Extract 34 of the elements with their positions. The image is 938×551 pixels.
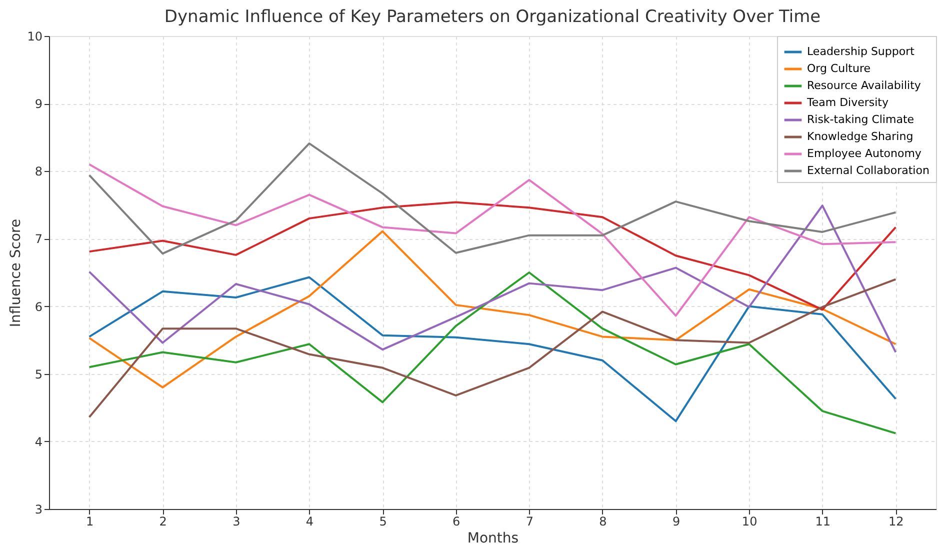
legend-label: Org Culture [807,62,871,75]
x-tick-label: 10 [742,514,758,528]
y-tick-label: 5 [34,367,42,382]
legend-label: Employee Autonomy [807,147,922,160]
x-axis-title: Months [467,530,519,546]
legend-label: Resource Availability [807,79,922,92]
x-tick-label: 7 [526,514,534,528]
y-tick-label: 10 [27,30,42,44]
y-tick-label: 8 [34,164,42,179]
y-tick-label: 3 [34,502,42,516]
line-series [88,204,897,354]
x-tick-label: 1 [86,514,94,528]
y-tick-label: 7 [34,232,42,246]
x-tick-label: 8 [599,514,607,528]
y-tick-label: 4 [34,434,42,449]
y-tick-label: 9 [34,97,42,112]
line-series [88,201,897,311]
x-tick-label: 5 [379,514,387,528]
line-series [88,230,897,388]
x-tick-label: 6 [452,514,460,528]
y-tick-label: 6 [34,300,42,314]
legend-label: External Collaboration [807,164,930,177]
legend-label: Knowledge Sharing [807,130,914,143]
chart-title: Dynamic Influence of Key Parameters on Organizational Creativity Over Time [164,7,821,27]
x-tick-label: 12 [888,514,904,528]
legend-label: Team Diversity [806,96,889,109]
legend-label: Leadership Support [807,45,916,58]
x-tick-label: 4 [306,514,314,528]
x-tick-label: 3 [232,514,240,528]
x-tick-label: 11 [815,514,831,528]
x-tick-label: 9 [672,514,680,528]
legend-label: Risk-taking Climate [807,113,914,126]
x-tick-label: 2 [159,514,167,528]
y-axis-title: Influence Score [8,218,24,328]
